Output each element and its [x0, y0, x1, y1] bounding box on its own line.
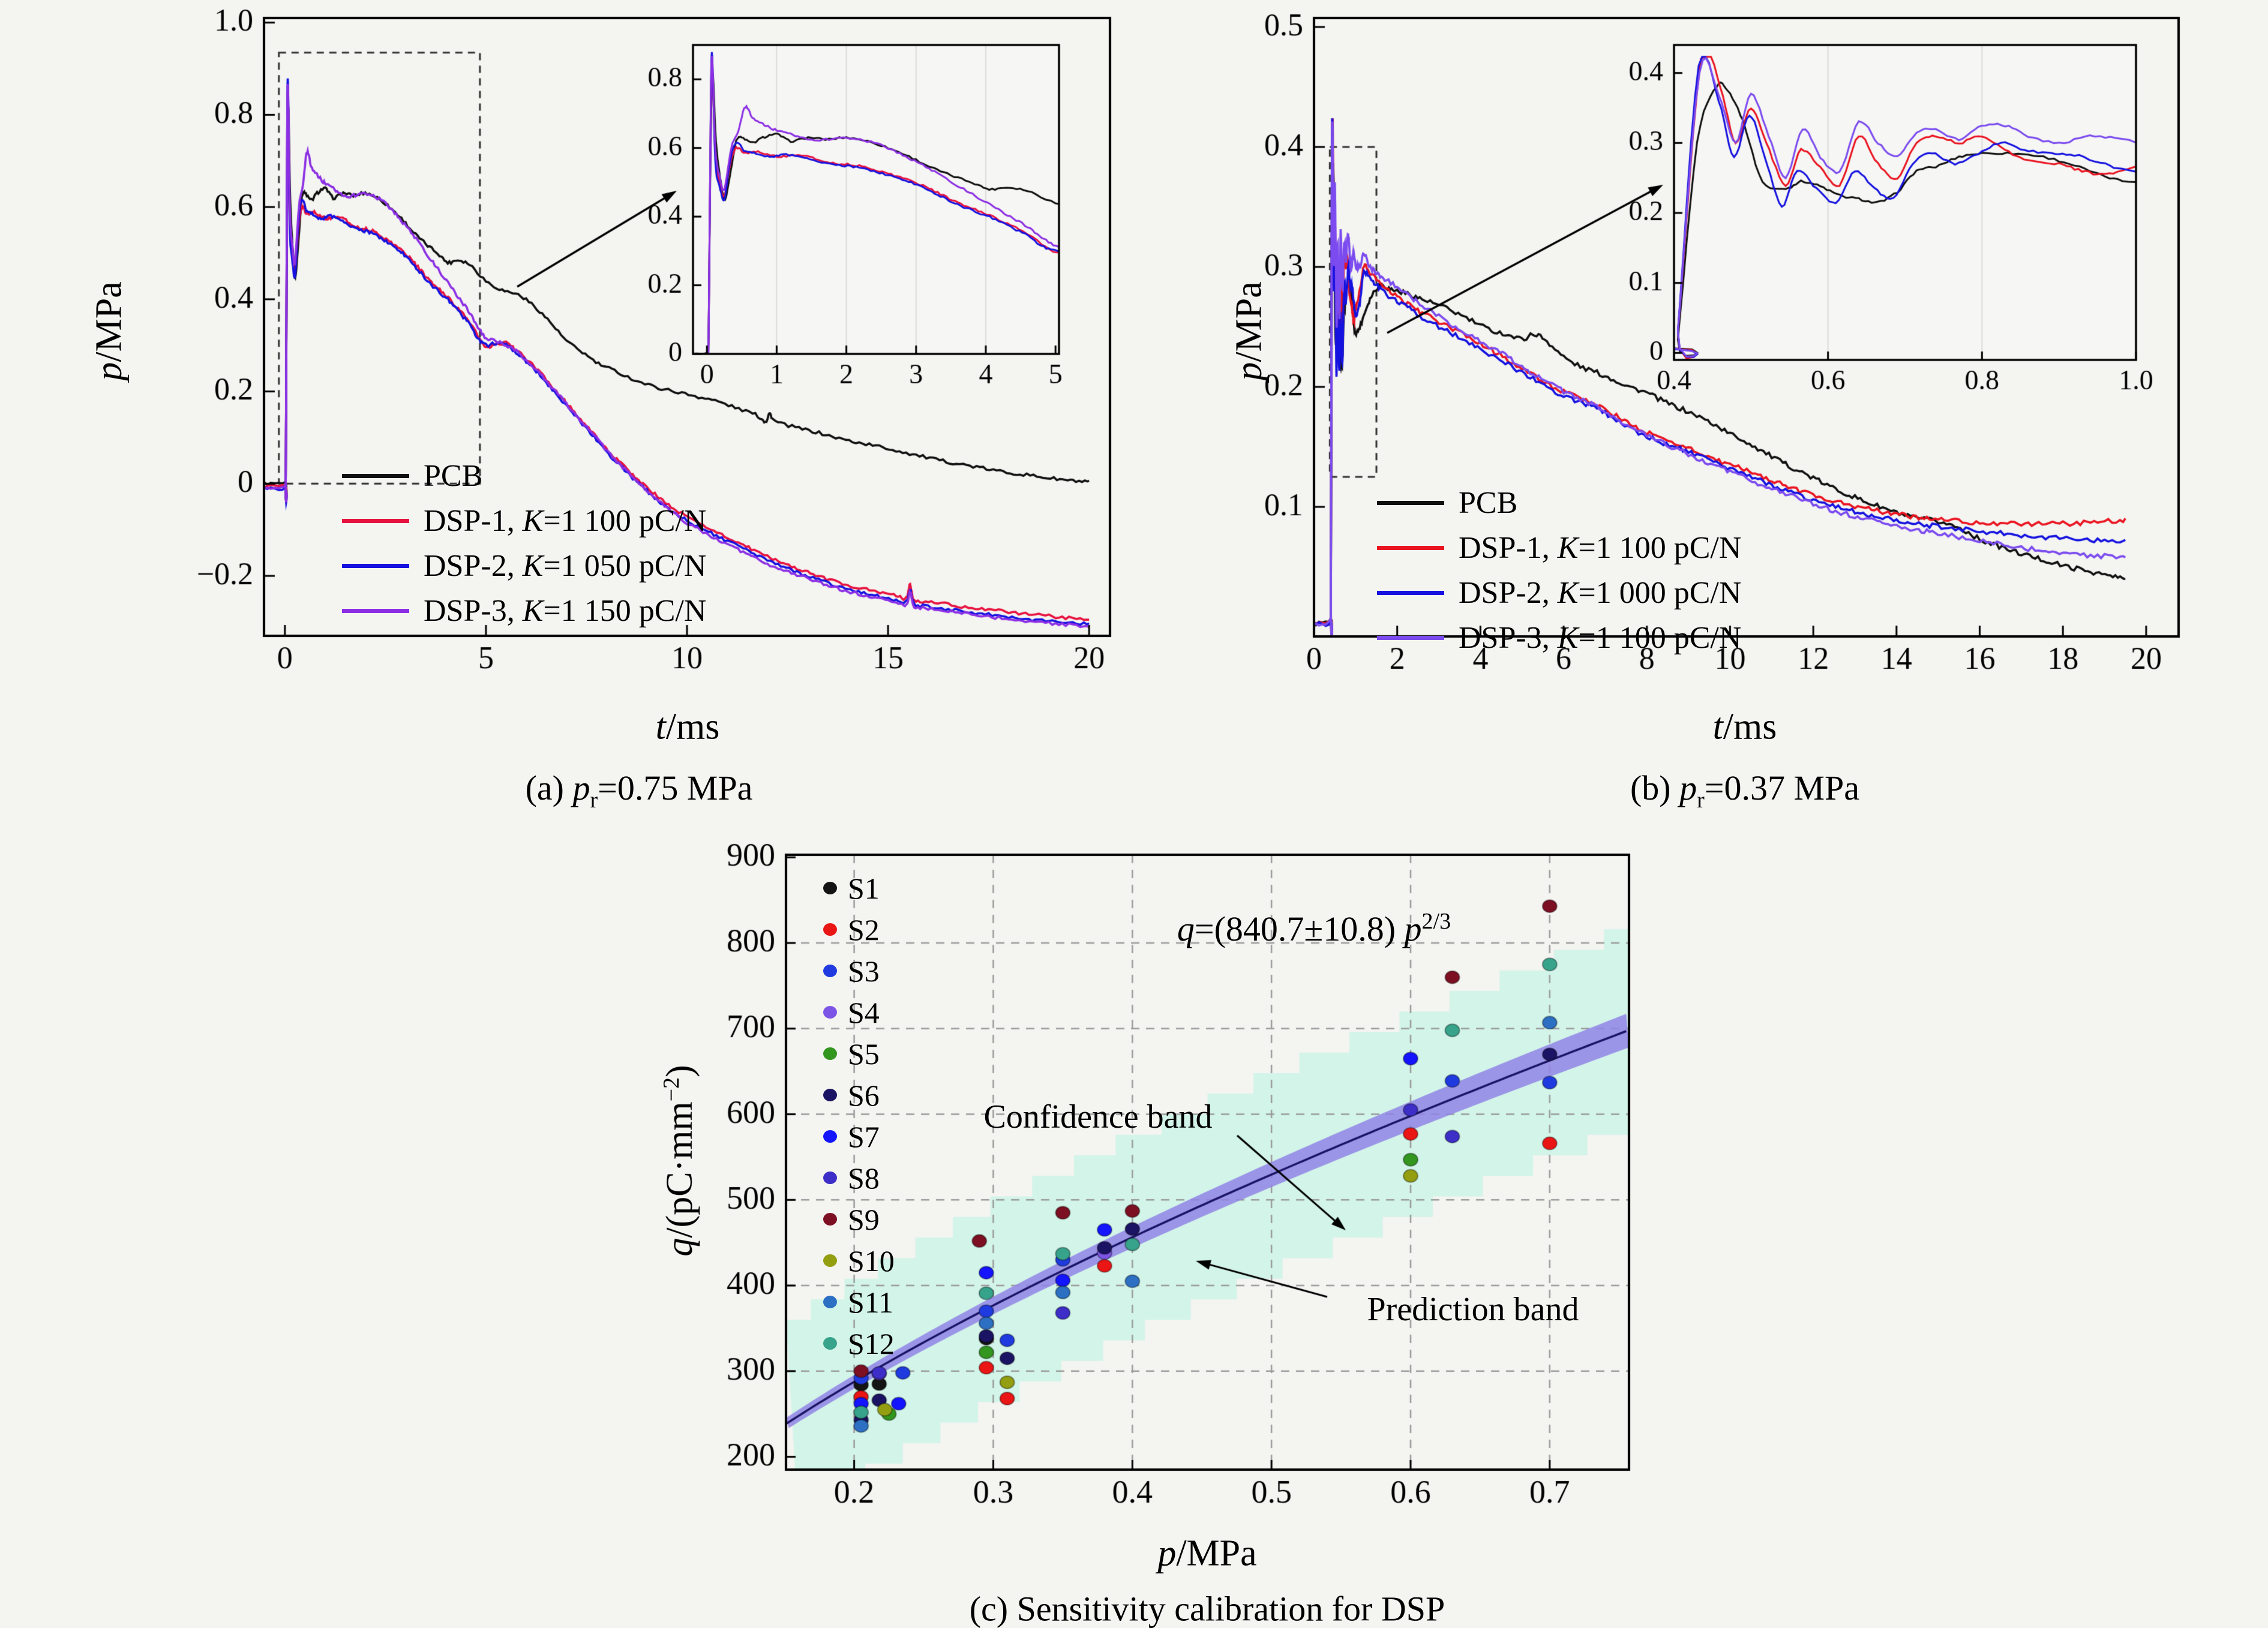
legend-item-pcb: PCB — [342, 453, 706, 498]
legend-item-dsp1: DSP-1, K=1 100 pC/N — [1377, 525, 1741, 570]
s9-marker — [823, 1213, 837, 1225]
chart-a-caption: (a) pr=0.75 MPa — [525, 768, 753, 813]
legend-label: DSP-3, K=1 150 pC/N — [424, 594, 707, 628]
legend-label: PCB — [424, 459, 483, 493]
s5-marker — [823, 1047, 837, 1060]
s4-marker — [823, 1006, 837, 1019]
legend-item-s1: S1 — [823, 867, 895, 909]
dsp2-line-swatch — [1377, 591, 1444, 595]
legend-item-s4: S4 — [823, 992, 895, 1033]
chart-c-y-axis-label: q/(pC·mm−2) — [659, 1065, 700, 1257]
chart-b-caption: (b) pr=0.37 MPa — [1630, 768, 1860, 813]
chart-c-x-axis-label: p/MPa — [1157, 1533, 1257, 1574]
chart-b-y-axis-label: p/MPa — [1228, 281, 1270, 381]
s12-marker — [823, 1337, 837, 1350]
legend-item-s7: S7 — [823, 1116, 895, 1157]
legend-item-dsp1: DSP-1, K=1 100 pC/N — [342, 498, 706, 543]
dsp1-line-swatch — [342, 519, 409, 523]
chart-c-caption: (c) Sensitivity calibration for DSP — [969, 1589, 1445, 1628]
legend-item-dsp3: DSP-3, K=1 100 pC/N — [1377, 615, 1741, 660]
legend-item-s11: S11 — [823, 1281, 895, 1323]
pcb-line-swatch — [1377, 501, 1444, 505]
dsp3-line-swatch — [342, 609, 409, 613]
legend-item-s6: S6 — [823, 1074, 895, 1116]
s11-marker — [823, 1296, 837, 1308]
legend-label: DSP-3, K=1 100 pC/N — [1459, 621, 1742, 655]
s1-marker — [823, 882, 837, 894]
legend-label: DSP-2, K=1 050 pC/N — [424, 549, 707, 583]
s3-marker — [823, 965, 837, 977]
legend-item-s10: S10 — [823, 1240, 895, 1281]
chart-b-x-axis-label: t/ms — [1712, 706, 1777, 747]
legend-item-s2: S2 — [823, 909, 895, 950]
chart-b-legend: PCB DSP-1, K=1 100 pC/N DSP-2, K=1 000 p… — [1377, 480, 1741, 660]
legend-item-dsp2: DSP-2, K=1 000 pC/N — [1377, 570, 1741, 615]
chart-a-legend: PCB DSP-1, K=1 100 pC/N DSP-2, K=1 050 p… — [342, 453, 706, 633]
legend-item-s12: S12 — [823, 1323, 895, 1364]
dsp2-line-swatch — [342, 564, 409, 568]
s7-marker — [823, 1130, 837, 1143]
legend-item-dsp3: DSP-3, K=1 150 pC/N — [342, 588, 706, 633]
dsp1-line-swatch — [1377, 546, 1444, 550]
s10-marker — [823, 1254, 837, 1267]
legend-label: DSP-1, K=1 100 pC/N — [424, 504, 707, 538]
legend-item-s9: S9 — [823, 1199, 895, 1240]
chart-a-y-axis-label: p/MPa — [88, 281, 130, 381]
s6-marker — [823, 1089, 837, 1101]
s8-marker — [823, 1172, 837, 1184]
confidence-band-label: Confidence band — [983, 1098, 1213, 1136]
chart-c-legend: S1 S2 S3 S4 S5 S6 S7 S8 S9 S10 S11 S12 — [823, 867, 895, 1364]
s2-marker — [823, 923, 837, 936]
legend-item-pcb: PCB — [1377, 480, 1741, 525]
prediction-band-label: Prediction band — [1367, 1291, 1579, 1328]
fit-equation: q=(840.7±10.8) p2/3 — [1177, 908, 1451, 949]
legend-item-s3: S3 — [823, 950, 895, 992]
pcb-line-swatch — [342, 474, 409, 478]
dsp3-line-swatch — [1377, 636, 1444, 640]
legend-label: PCB — [1459, 486, 1518, 520]
legend-item-dsp2: DSP-2, K=1 050 pC/N — [342, 543, 706, 588]
legend-label: DSP-2, K=1 000 pC/N — [1459, 576, 1742, 610]
legend-item-s8: S8 — [823, 1157, 895, 1199]
chart-a-x-axis-label: t/ms — [655, 706, 720, 747]
legend-label: DSP-1, K=1 100 pC/N — [1459, 531, 1742, 565]
legend-item-s5: S5 — [823, 1033, 895, 1074]
